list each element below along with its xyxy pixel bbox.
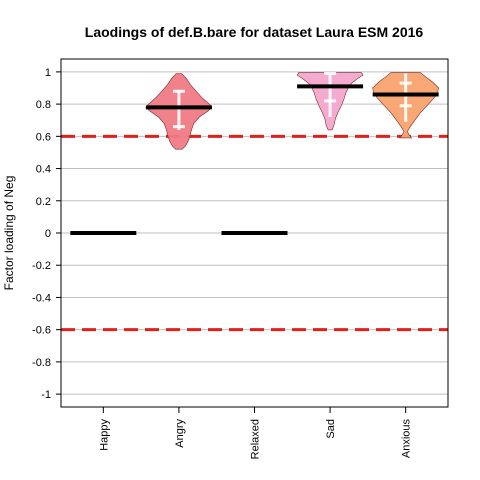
box-sad [324, 72, 337, 117]
y-tick-label: -0.2 [32, 260, 51, 272]
y-tick-label: -0.8 [32, 357, 51, 369]
y-tick-label: 0 [45, 228, 51, 240]
y-tick-label: 1 [45, 67, 51, 79]
reference-lines [61, 134, 448, 332]
y-tick-label: 0.4 [36, 164, 51, 176]
y-axis-label: Factor loading of Neg [2, 176, 16, 291]
y-tick-label: -0.4 [32, 292, 51, 304]
x-tick-label: Angry [174, 419, 186, 448]
y-tick-label: 0.8 [36, 99, 51, 111]
plot-frame [60, 58, 449, 408]
x-axis-ticks: Happy Angry Relaxed Sad Anxious [98, 407, 413, 459]
y-tick-label: -1 [41, 389, 51, 401]
y-axis-ticks: 1 0.8 0.6 0.4 0.2 0 -0.2 -0.4 -0.6 -0.8 -1 [32, 67, 61, 401]
box-angry [172, 89, 185, 130]
x-tick-label: Anxious [401, 419, 413, 459]
y-tick-label: 0.2 [36, 196, 51, 208]
x-tick-label: Relaxed [250, 419, 262, 459]
median-bars [70, 84, 439, 235]
chart-title: Laodings of def.B.bare for dataset Laura… [85, 24, 424, 40]
y-tick-label: -0.6 [32, 325, 51, 337]
y-tick-label: 0.6 [36, 131, 51, 143]
box-anxious [399, 73, 412, 122]
x-tick-label: Happy [98, 419, 110, 451]
x-tick-label: Sad [325, 419, 337, 439]
